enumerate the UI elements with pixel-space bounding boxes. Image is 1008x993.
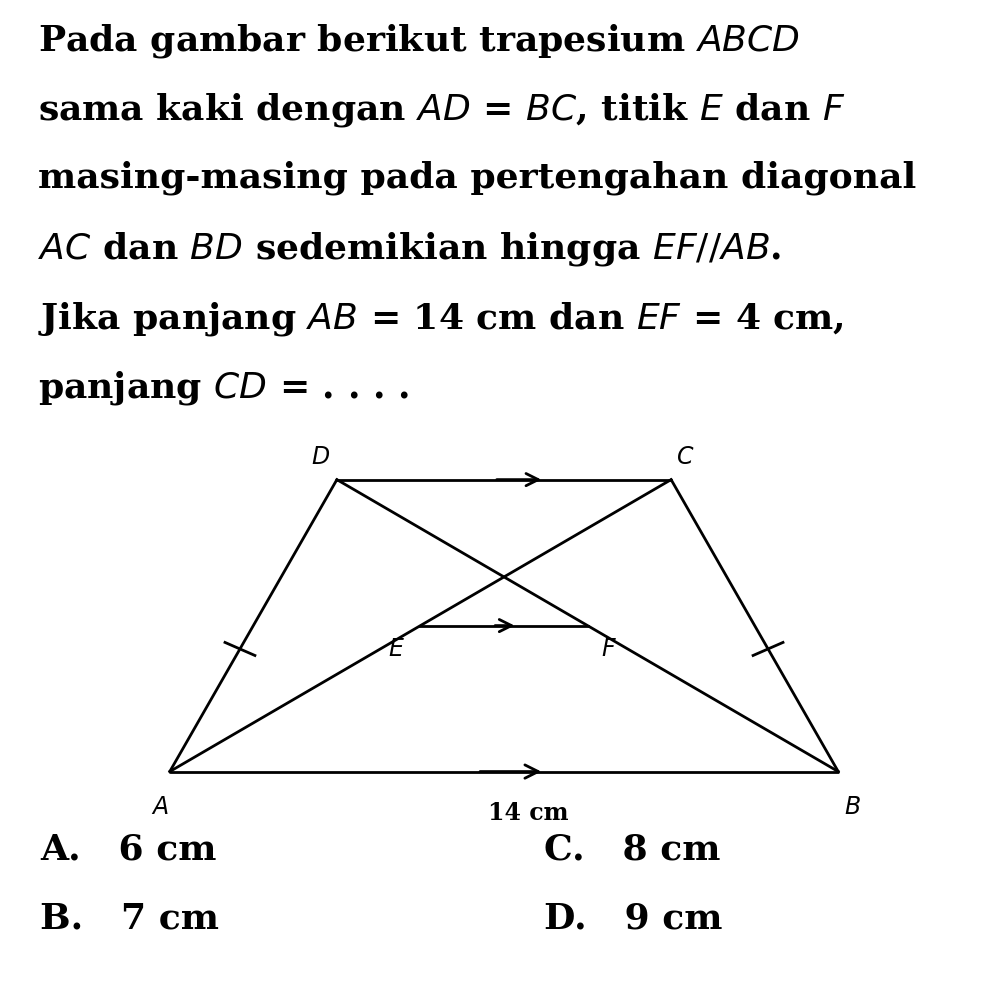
Text: B.   7 cm: B. 7 cm (40, 902, 220, 935)
Text: $E$: $E$ (388, 637, 405, 660)
Text: $C$: $C$ (676, 445, 695, 469)
Text: $\it{AC}$ dan $\it{BD}$ sedemikian hingga $\it{EF}$$\mathit{//}$$\it{AB}$.: $\it{AC}$ dan $\it{BD}$ sedemikian hingg… (38, 230, 782, 268)
Text: masing-masing pada pertengahan diagonal: masing-masing pada pertengahan diagonal (38, 161, 916, 196)
Text: Jika panjang $\it{AB}$ = 14 cm dan $\it{EF}$ = 4 cm,: Jika panjang $\it{AB}$ = 14 cm dan $\it{… (38, 300, 845, 338)
Text: $D$: $D$ (310, 445, 330, 469)
Text: panjang $\it{CD}$ = . . . .: panjang $\it{CD}$ = . . . . (38, 369, 409, 407)
Text: D.   9 cm: D. 9 cm (544, 902, 723, 935)
Text: 14 cm: 14 cm (488, 801, 569, 825)
Text: sama kaki dengan $\it{AD}$ = $\it{BC}$, titik $\it{E}$ dan $\it{F}$: sama kaki dengan $\it{AD}$ = $\it{BC}$, … (38, 91, 846, 129)
Text: $A$: $A$ (151, 795, 169, 819)
Text: Pada gambar berikut trapesium $\it{ABCD}$: Pada gambar berikut trapesium $\it{ABCD}… (38, 22, 800, 60)
Text: C.   8 cm: C. 8 cm (544, 832, 721, 866)
Text: $B$: $B$ (844, 795, 861, 819)
Text: $F$: $F$ (601, 637, 617, 660)
Text: A.   6 cm: A. 6 cm (40, 832, 217, 866)
